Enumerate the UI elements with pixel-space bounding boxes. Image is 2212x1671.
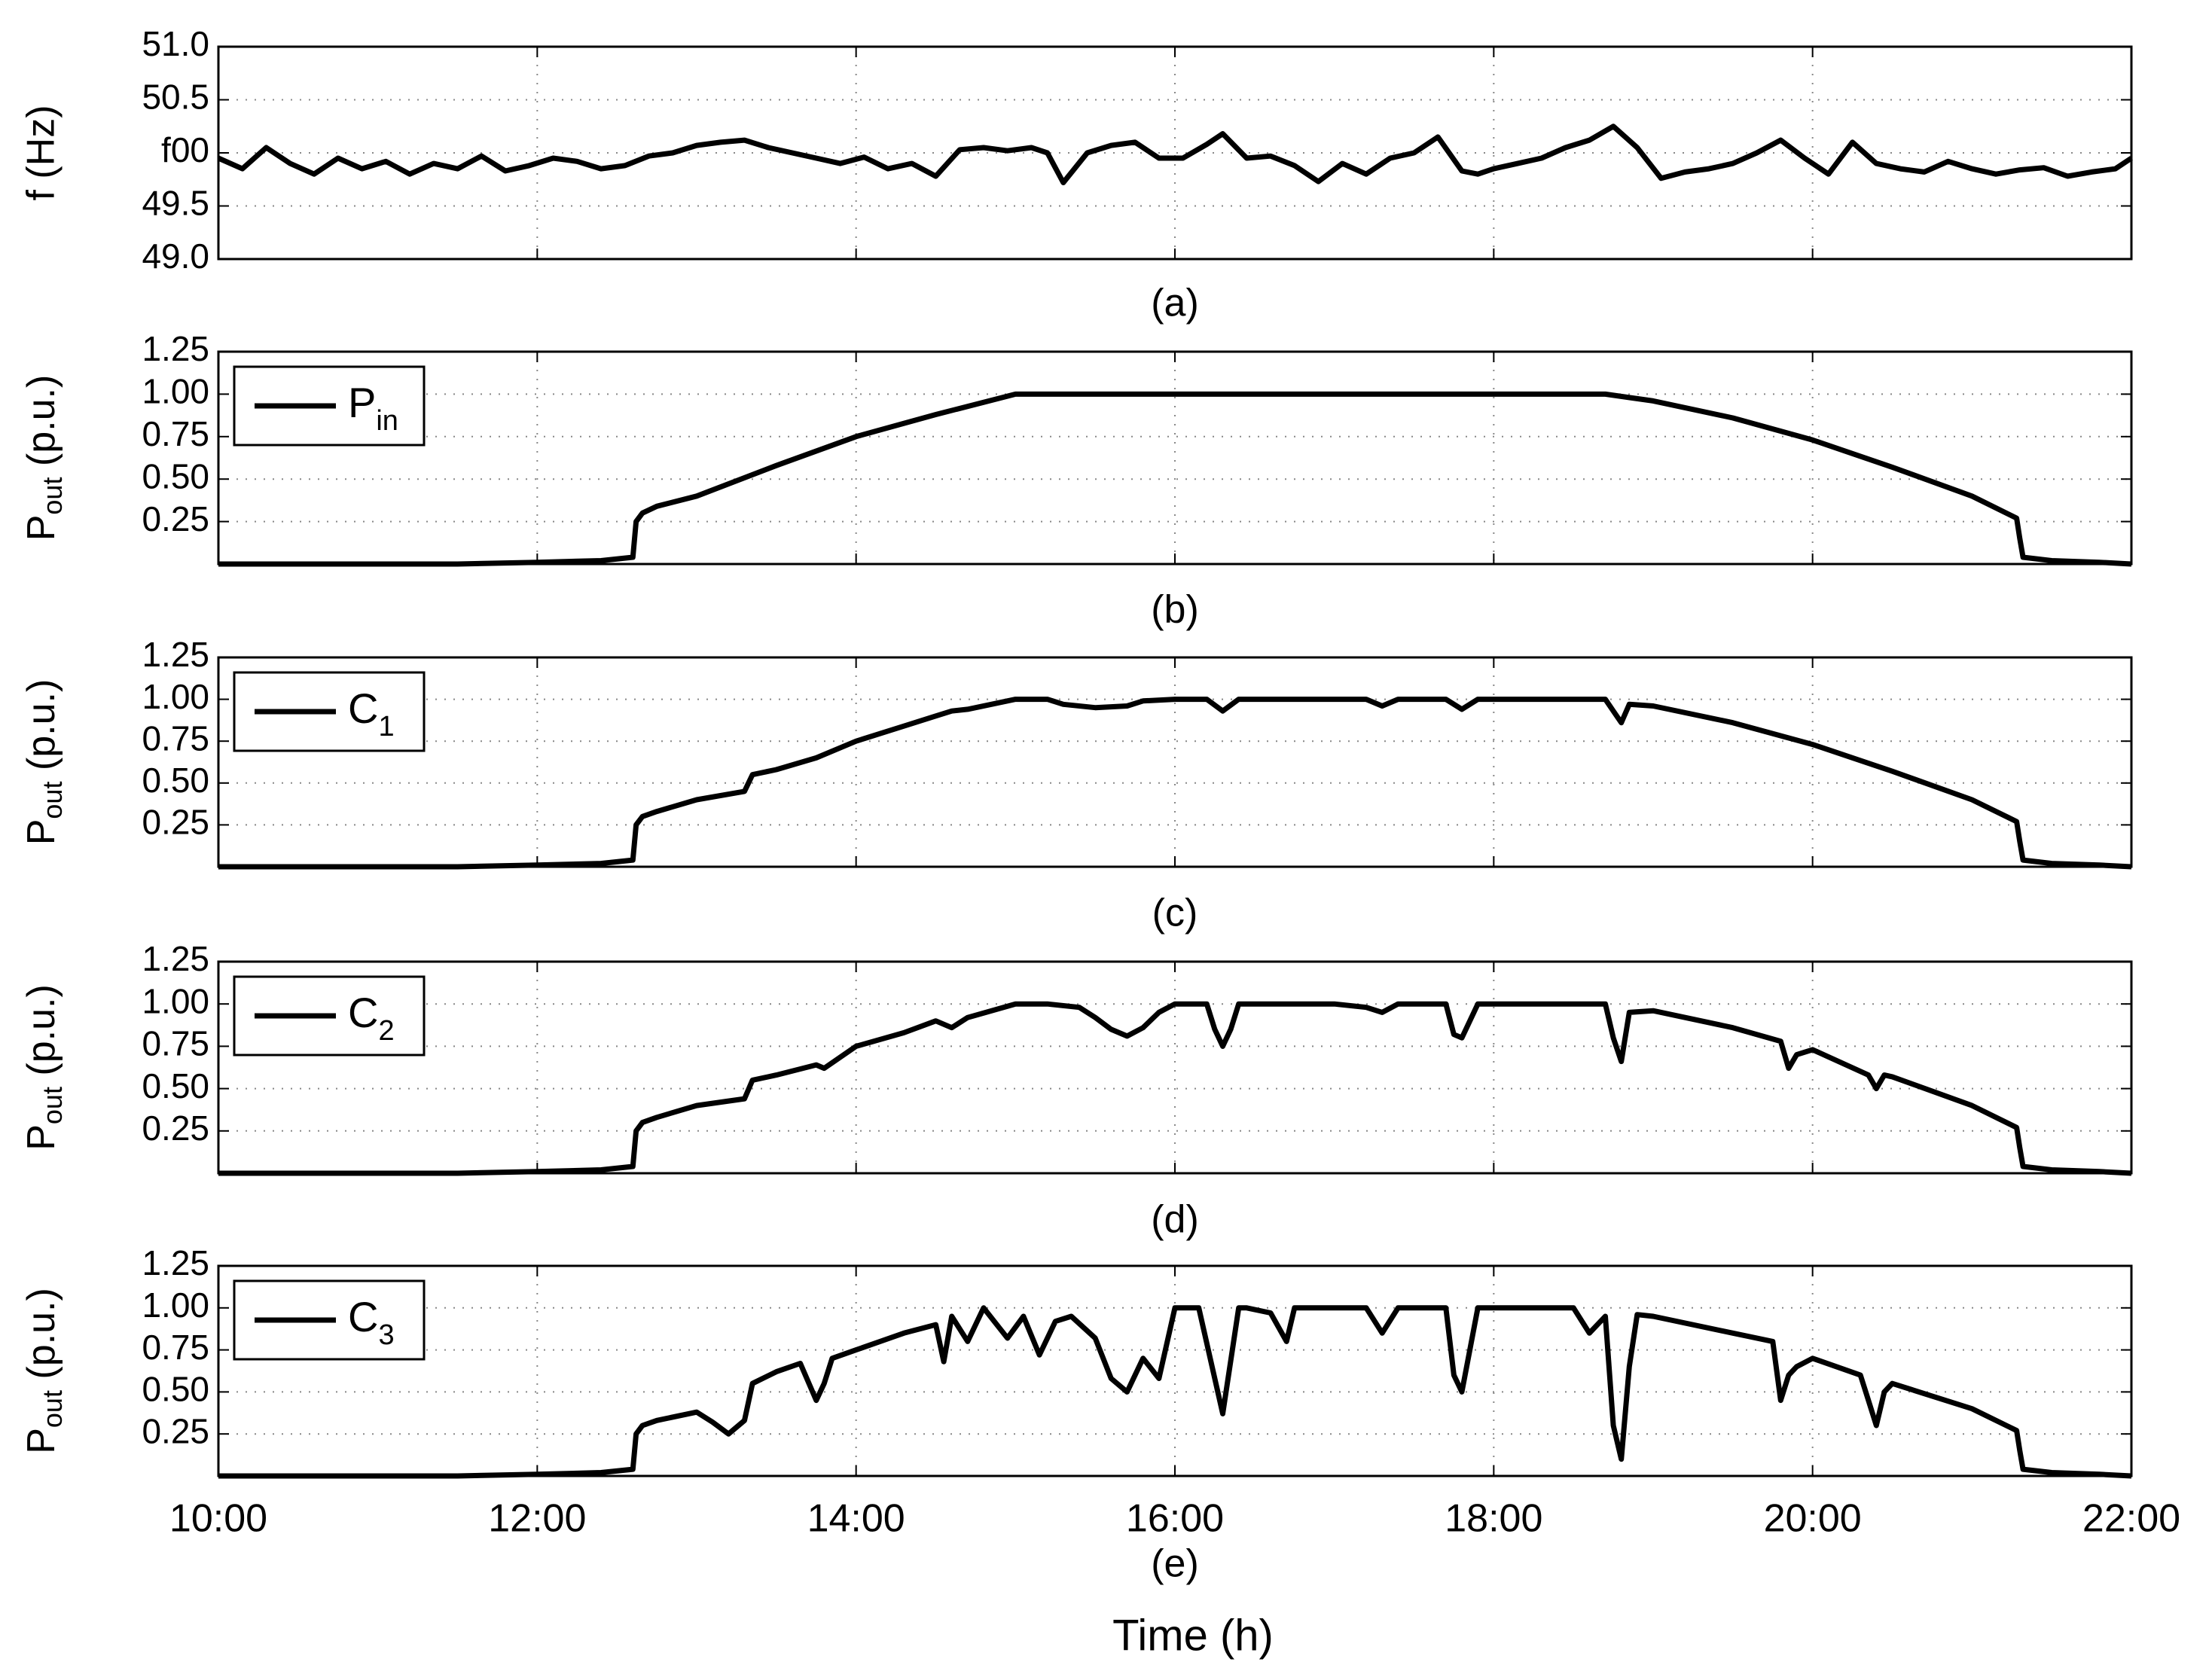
x-tick-label: 22:00 (2082, 1497, 2180, 1541)
legend-label: C1 (348, 685, 395, 742)
y-tick-label: 1.25 (142, 329, 209, 368)
y-axis-label: f (Hz) (20, 105, 63, 200)
y-tick-label: 0.50 (142, 1370, 209, 1409)
series-line (218, 391, 2132, 567)
x-tick-label: 14:00 (807, 1497, 905, 1541)
y-tick-label: 0.50 (142, 761, 209, 800)
panel-caption: (a) (1151, 282, 1199, 325)
y-tick-label: 0.75 (142, 414, 209, 453)
y-tick-label: 0.25 (142, 499, 209, 538)
y-tick-label: 1.25 (142, 1243, 209, 1282)
series-line (217, 123, 2133, 185)
panel-caption: (d) (1151, 1198, 1199, 1242)
y-tick-label: 0.75 (142, 1328, 209, 1367)
y-tick-label: 1.25 (142, 939, 209, 978)
chart-panel-d: 0.250.500.75 1.001.25 Pout (p.u.) C2 (d) (20, 939, 2133, 1242)
y-tick-label: 1.00 (142, 1285, 209, 1325)
axes-box (217, 350, 2133, 566)
y-axis-label: Pout (p.u.) (20, 679, 68, 846)
axes-box (217, 1264, 2133, 1477)
chart-panel-e: 0.250.500.751.001.25 Pout (p.u.) C3 (e) 10:0… (20, 1243, 2180, 1586)
y-tick-label: 0.25 (142, 803, 209, 842)
legend-label: C2 (348, 989, 395, 1047)
panel-caption: (b) (1151, 588, 1199, 632)
series-line (218, 697, 2132, 870)
x-axis-title: Time (h) (1112, 1611, 1274, 1660)
panel-caption: (e) (1151, 1542, 1199, 1586)
y-tick-label: 1.00 (142, 981, 209, 1020)
y-tick-label: 1.25 (142, 635, 209, 674)
y-axis-label: Pout (p.u.) (20, 1288, 68, 1454)
y-tick-label: 1.00 (142, 372, 209, 411)
legend-label: Pin (348, 379, 398, 437)
chart-panel-c: 0.250.500.751.001.25 Pout (p.u.) C1 (c) (20, 635, 2133, 935)
y-tick-label: 49.0 (142, 236, 209, 276)
y-tick-label: 0.50 (142, 456, 209, 496)
x-tick-label: 10:00 (169, 1497, 267, 1541)
y-tick-label: 0.25 (142, 1108, 209, 1148)
x-tick-label: 16:00 (1126, 1497, 1224, 1541)
chart-panel-a: 49.0 49.5 f00 50.5 51.0 f (Hz) (a) (20, 24, 2133, 325)
x-tick-label: 20:00 (1764, 1497, 1862, 1541)
x-tick-label: 12:00 (488, 1497, 586, 1541)
y-tick-label: 51.0 (142, 24, 209, 63)
legend-label: C3 (348, 1293, 395, 1351)
axes-box (217, 656, 2133, 868)
y-tick-label: 0.50 (142, 1066, 209, 1105)
series-line (218, 1001, 2132, 1176)
y-tick-label: 50.5 (142, 78, 209, 117)
y-tick-label: 49.5 (142, 184, 209, 223)
axes-box (217, 960, 2133, 1175)
x-tick-label: 18:00 (1445, 1497, 1542, 1541)
y-tick-label: f00 (161, 130, 209, 169)
y-tick-label: 0.75 (142, 1024, 209, 1063)
panel-caption: (c) (1152, 892, 1198, 935)
y-tick-label: 0.75 (142, 718, 209, 758)
y-axis-label: Pout (p.u.) (20, 375, 68, 541)
y-axis-label: Pout (p.u.) (20, 984, 68, 1151)
chart-panel-b: 0.250.500.751.00 1.25 Pout (p.u.) Pin (b) (20, 329, 2133, 632)
axes-box (217, 45, 2133, 261)
y-tick-label: 0.25 (142, 1411, 209, 1450)
series-line (218, 1305, 2132, 1479)
y-tick-label: 1.00 (142, 677, 209, 716)
